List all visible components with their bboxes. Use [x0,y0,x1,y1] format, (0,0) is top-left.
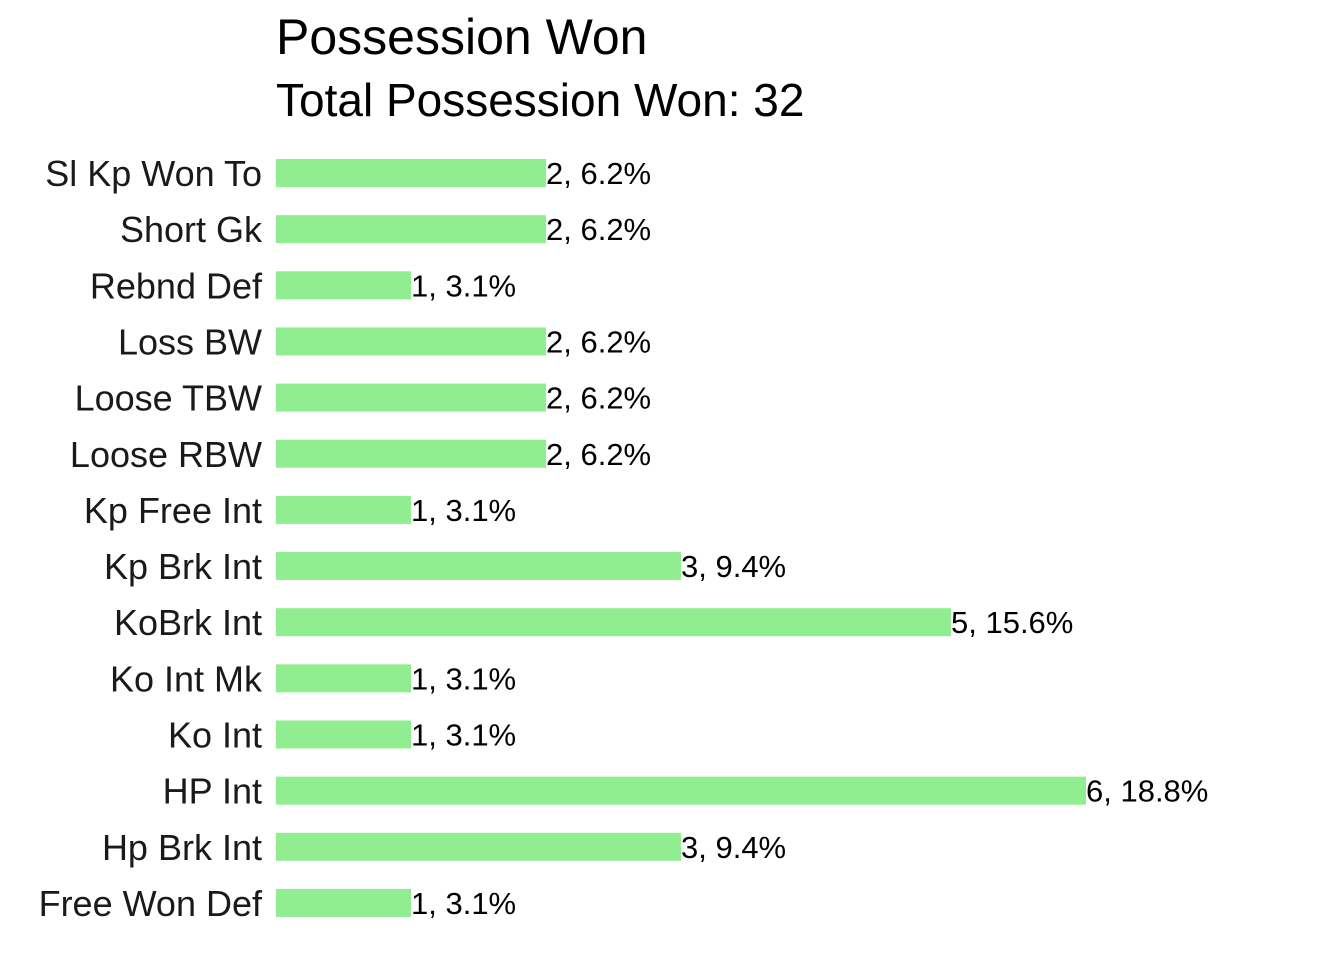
chart-subtitle: Total Possession Won: 32 [276,74,804,126]
bar [276,608,951,637]
category-label: Loose TBW [75,378,262,419]
category-label: Hp Brk Int [102,827,262,868]
category-label: Kp Brk Int [104,546,262,587]
category-label: Loss BW [118,321,262,362]
data-label: 1, 3.1% [411,493,516,528]
category-label: Short Gk [120,209,263,250]
category-label: Loose RBW [70,434,262,475]
chart-title: Possession Won [276,9,647,65]
bar [276,383,546,412]
data-label: 2, 6.2% [546,437,651,472]
bar [276,832,681,861]
plot-area: Sl Kp Won To 2, 6.2% Short Gk 2, 6.2% Rebnd … [39,153,1209,924]
data-label: 1, 3.1% [411,886,516,921]
data-label: 2, 6.2% [546,212,651,247]
data-label: 3, 9.4% [681,830,786,865]
data-label: 1, 3.1% [411,268,516,303]
category-label: Free Won Def [39,883,263,924]
bar [276,776,1086,805]
category-label: HP Int [163,771,262,812]
data-label: 5, 15.6% [951,605,1073,640]
category-label: KoBrk Int [114,602,262,643]
bar [276,159,546,187]
data-label: 2, 6.2% [546,381,651,416]
data-label: 2, 6.2% [546,156,651,191]
bar [276,664,411,693]
bar [276,215,546,244]
bar [276,720,411,749]
bar [276,495,411,524]
category-label: Kp Free Int [84,490,262,531]
data-label: 6, 18.8% [1086,774,1208,809]
bar [276,271,411,300]
data-label: 1, 3.1% [411,718,516,753]
category-label: Rebnd Def [90,265,263,306]
data-label: 1, 3.1% [411,661,516,696]
category-label: Ko Int Mk [110,658,263,699]
data-label: 2, 6.2% [546,324,651,359]
category-label: Ko Int [168,715,262,756]
bar [276,327,546,356]
bar [276,439,546,468]
category-label: Sl Kp Won To [45,153,262,194]
bar [276,552,681,581]
bar [276,888,411,917]
data-label: 3, 9.4% [681,549,786,584]
